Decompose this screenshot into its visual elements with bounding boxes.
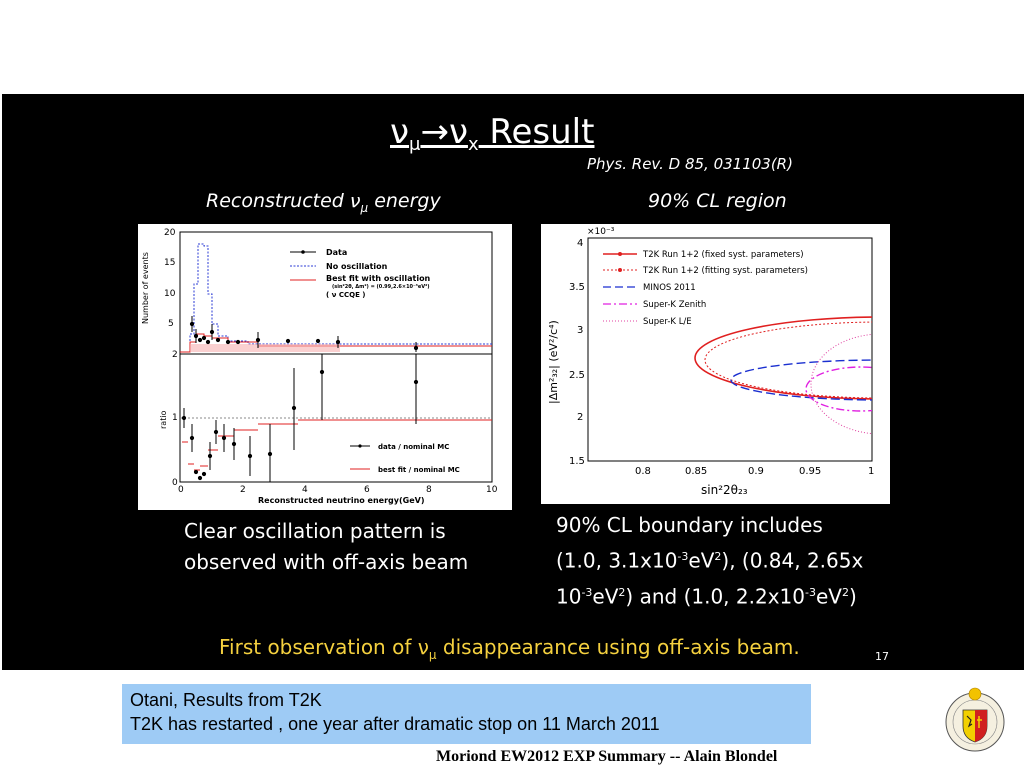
xtick: 2: [240, 485, 246, 495]
reference: Phys. Rev. D 85, 031103(R): [587, 155, 793, 173]
svg-text:MINOS 2011: MINOS 2011: [643, 283, 696, 293]
note-box: Otani, Results from T2K T2K has restarte…: [122, 684, 811, 744]
svg-text:Super-K Zenith: Super-K Zenith: [643, 300, 706, 310]
svg-text:Data: Data: [326, 248, 347, 257]
legend-top: Data No oscillation Best fit with oscill…: [290, 248, 431, 299]
xtick: 0: [178, 485, 184, 495]
footer: Moriond EW2012 EXP Summary -- Alain Blon…: [436, 748, 778, 765]
xtick: 4: [302, 485, 308, 495]
ytick: 3.5: [569, 282, 585, 293]
xtick: 0.95: [799, 466, 821, 477]
xtick: 8: [426, 485, 432, 495]
data-points-bottom: [181, 354, 419, 482]
svg-text:(sin²2θ, Δm²) = (0.99,2.6×10⁻³: (sin²2θ, Δm²) = (0.99,2.6×10⁻³eV²): [332, 284, 430, 290]
y-multiplier: ×10⁻³: [587, 227, 615, 237]
data-points-top: [189, 316, 419, 352]
svg-text:Best fit with oscillation: Best fit with oscillation: [326, 274, 431, 283]
right-caption: 90% CL boundary includes (1.0, 3.1x10-3e…: [556, 513, 864, 609]
ytick-bottom: 0: [172, 478, 178, 488]
svg-text:best fit / nominal MC: best fit / nominal MC: [378, 466, 460, 474]
xlabel: Reconstructed neutrino energy(GeV): [258, 496, 424, 505]
left-caption: Clear oscillation pattern is observed wi…: [184, 519, 469, 574]
xtick: 6: [364, 485, 370, 495]
superk-zenith-contour: [805, 366, 872, 412]
ytick: 2: [577, 412, 583, 423]
ytick-top: 5: [168, 319, 174, 329]
ccqe-band: [190, 344, 340, 352]
svg-text:Super-K L/E: Super-K L/E: [643, 317, 692, 327]
ylabel: |Δm²₃₂| (eV²/c⁴): [547, 320, 560, 404]
ytick-bottom: 2: [172, 350, 178, 360]
xtick: 0.8: [635, 466, 651, 477]
best-fit-ratio: [182, 419, 492, 471]
contours: [694, 316, 872, 435]
xtick: 0.85: [685, 466, 707, 477]
ytick-top: 10: [164, 289, 176, 299]
svg-text:No oscillation: No oscillation: [326, 262, 388, 271]
energy-spectrum-plot: Number of events ratio 5 10 15 20 0 1 2 …: [138, 224, 512, 510]
slide-title: νμ→νx Result: [390, 112, 595, 155]
svg-text:( ν CCQE ): ( ν CCQE ): [326, 291, 365, 299]
university-seal-icon: [944, 686, 1006, 754]
best-fit-histogram: [180, 333, 492, 353]
right-subtitle: 90% CL region: [648, 190, 787, 212]
ytick: 2.5: [569, 370, 585, 381]
ytick-bottom: 1: [172, 413, 178, 423]
svg-text:T2K Run 1+2 (fixed syst. param: T2K Run 1+2 (fixed syst. parameters): [642, 250, 804, 260]
page-number: 17: [875, 650, 889, 663]
svg-text:T2K Run 1+2 (fitting syst. par: T2K Run 1+2 (fitting syst. parameters): [642, 266, 808, 276]
ytick: 4: [577, 238, 583, 249]
conclusion: First observation of νμ disappearance us…: [219, 635, 800, 662]
ylabel-top: Number of events: [141, 252, 150, 324]
ytick-top: 20: [164, 228, 176, 238]
svg-text:data / nominal MC: data / nominal MC: [378, 443, 449, 451]
t2k-fixed-contour: [694, 316, 872, 400]
xtick: 10: [486, 485, 498, 495]
left-subtitle: Reconstructed νμ energy: [206, 190, 441, 215]
ytick: 1.5: [569, 456, 585, 467]
ytick: 3: [577, 325, 583, 336]
note-line-2: T2K has restarted , one year after drama…: [130, 714, 660, 734]
minos-contour: [730, 359, 872, 401]
legend-bottom: data / nominal MC best fit / nominal MC: [350, 443, 460, 474]
legend: T2K Run 1+2 (fixed syst. parameters) T2K…: [603, 250, 808, 327]
ytick-top: 15: [164, 258, 175, 268]
ylabel-bottom: ratio: [159, 410, 168, 429]
superk-le-contour: [810, 333, 872, 435]
note-line-1: Otani, Results from T2K: [130, 690, 322, 710]
xlabel: sin²2θ₂₃: [701, 483, 748, 497]
xtick: 1: [868, 466, 874, 477]
xtick: 0.9: [748, 466, 764, 477]
cl-contour-plot: ×10⁻³ |Δm²₃₂| (eV²/c⁴) sin²2θ₂₃ 0.8 0.85…: [541, 224, 890, 504]
